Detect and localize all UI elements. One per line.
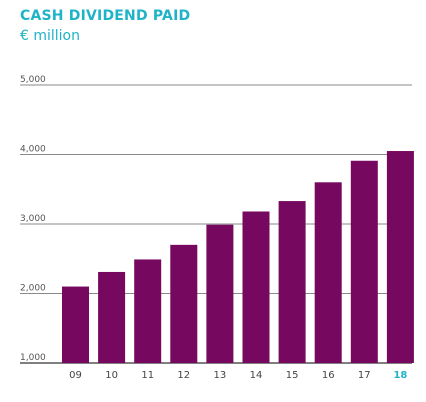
bars [62,151,414,363]
y-tick-label: 1,000 [20,353,46,363]
bar [62,286,89,363]
y-tick-label: 5,000 [20,75,46,85]
bar [386,151,414,363]
x-tick-label: 11 [141,370,154,381]
bar [278,201,306,363]
x-tick-label: 10 [105,370,118,381]
x-tick-label: 13 [214,370,227,381]
bar [350,160,378,363]
x-tick-label: 18 [393,370,407,381]
y-tick-label: 2,000 [20,284,46,294]
chart-title: CASH DIVIDEND PAID [20,8,191,24]
y-tick-label: 3,000 [20,214,46,224]
x-tick-label: 17 [358,370,371,381]
x-tick-label: 12 [177,370,190,381]
bar [242,211,270,363]
bar [206,224,234,363]
x-tick-label: 16 [322,370,335,381]
bar [314,182,342,363]
chart-subtitle: € million [20,28,80,44]
x-tick-label: 14 [250,370,263,381]
bar [170,244,198,363]
bar [98,271,126,363]
x-axis-labels: 09 10 11 12 13 14 15 16 17 18 [69,370,407,381]
x-tick-label: 15 [286,370,299,381]
bar [134,259,162,363]
y-tick-label: 4,000 [20,145,46,155]
x-tick-label: 09 [69,370,82,381]
